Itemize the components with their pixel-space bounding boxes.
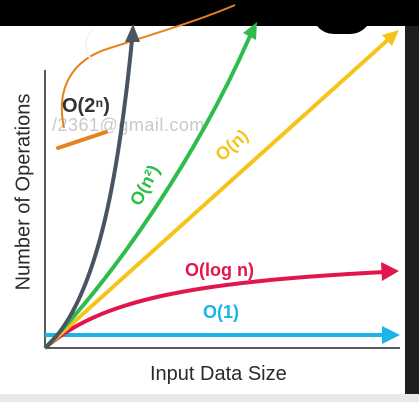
annotation-underline — [56, 130, 108, 150]
curve-linear-arrowhead — [382, 30, 399, 46]
curve-quadratic-arrowhead — [243, 22, 257, 40]
curve-quadratic-line — [43, 35, 252, 350]
curve-constant-arrowhead — [382, 326, 400, 344]
label-constant: O(1) — [203, 302, 239, 322]
annotation-arc — [60, 4, 236, 129]
annotation-faint-arc — [85, 29, 93, 61]
video-notch — [312, 0, 372, 34]
x-axis-label: Input Data Size — [150, 363, 287, 385]
curve-exponential-line — [43, 39, 134, 350]
label-logarithmic: O(log n) — [185, 260, 254, 280]
curve-constant — [45, 326, 400, 344]
video-bottom-edge — [0, 394, 419, 402]
curve-exponential-arrowhead — [125, 24, 140, 42]
label-linear: O(n) — [211, 125, 252, 165]
curve-exponential — [43, 24, 140, 350]
label-exponential: O(2ⁿ) — [62, 95, 110, 117]
curve-logarithmic-arrowhead — [381, 262, 399, 281]
curve-quadratic — [43, 22, 257, 350]
y-axis-label: Number of Operations — [12, 93, 35, 291]
curve-linear-line — [43, 36, 392, 350]
curve-logarithmic — [43, 262, 399, 350]
curve-logarithmic-line — [43, 270, 386, 350]
watermark-text: /2361@gmail.com — [52, 115, 205, 135]
curve-linear — [43, 30, 399, 350]
video-right-edge — [405, 26, 419, 402]
